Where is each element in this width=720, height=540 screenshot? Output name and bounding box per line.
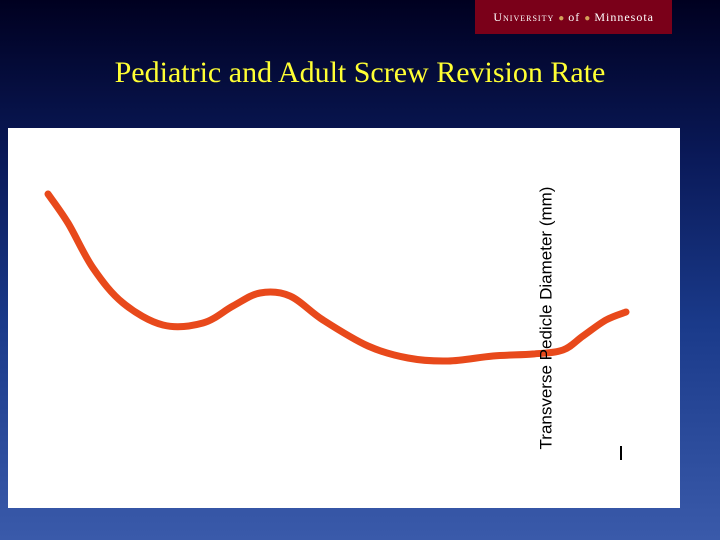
- logo-dot: ●: [558, 13, 564, 24]
- institution-part2: of: [568, 10, 580, 25]
- logo-dot-2: ●: [584, 13, 590, 24]
- page-title: Pediatric and Adult Screw Revision Rate: [115, 56, 606, 90]
- axis-tick: [620, 446, 622, 460]
- line-chart: [8, 128, 680, 508]
- institution-logo: University ● of ● Minnesota: [493, 10, 654, 25]
- chart-container: Transverse Pedicle Diameter (mm): [8, 128, 680, 508]
- institution-part3: Minnesota: [594, 10, 654, 25]
- header-bar: University ● of ● Minnesota: [475, 0, 672, 34]
- title-band: Pediatric and Adult Screw Revision Rate: [0, 38, 720, 108]
- y-axis-label: Transverse Pedicle Diameter (mm): [537, 187, 557, 450]
- institution-part1: University: [493, 10, 554, 25]
